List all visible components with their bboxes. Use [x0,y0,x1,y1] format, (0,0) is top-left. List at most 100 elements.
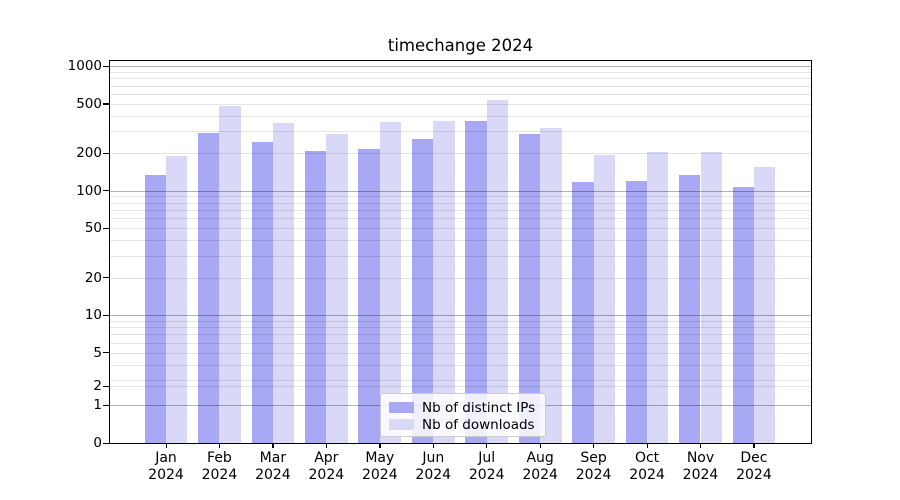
y-axis-tick-label: 20 [84,269,102,286]
y-axis-tick-label: 50 [84,220,102,237]
x-tick-mark [218,443,221,448]
gridline-minor [110,209,811,211]
x-tick-mark [753,443,755,448]
x-axis-label-month: Feb [207,450,232,466]
bar-downloads [326,133,348,443]
x-tick-mark [379,443,381,448]
y-tick-mark [103,152,109,155]
y-tick-mark [103,65,109,68]
gridline-major [110,190,811,192]
x-tick-mark [272,443,274,448]
gridline-minor [110,228,811,230]
bar-distinct-ips [732,186,754,443]
y-tick-mark [103,314,109,316]
y-tick-mark [103,404,109,406]
x-axis-label-month: May [365,450,395,466]
bar-downloads [272,123,295,443]
gridline-minor [110,131,811,133]
x-axis-label: Nov 2024 [671,450,731,484]
bar-downloads [219,106,241,443]
legend-label-downloads: Nb of downloads [422,416,535,433]
x-axis-label: Sep 2024 [564,450,624,484]
x-tick-mark [646,443,648,448]
legend-swatch-distinct-ips [389,402,414,413]
x-axis-label: Aug 2024 [510,450,570,484]
legend-swatch-downloads [389,419,414,430]
plot-area: Nb of distinct IPs Nb of downloads [109,60,812,444]
legend-row-distinct-ips: Nb of distinct IPs [389,399,537,416]
y-tick-mark [103,277,109,279]
bar-downloads [166,155,188,443]
bar-downloads [486,100,509,443]
x-axis-label-year: 2024 [148,467,184,483]
x-axis-label: Apr 2024 [296,450,356,484]
y-axis-tick-label: 2 [93,378,102,394]
legend-row-downloads: Nb of downloads [389,416,537,433]
gridline-minor [110,218,811,220]
bar-downloads [753,166,776,443]
x-axis-label-month: Oct [634,450,660,466]
y-tick-mark [103,385,109,387]
bar-distinct-ips [304,151,327,443]
gridline-minor [110,380,811,382]
gridline-minor [110,327,811,329]
y-axis-tick-label: 0 [93,435,102,451]
x-axis-label-year: 2024 [361,467,398,483]
gridline-minor [110,103,811,105]
y-axis-tick-label: 1 [93,397,102,413]
x-axis-label-month: Jul [478,450,496,466]
gridline-minor [110,277,811,279]
x-axis-label: Jun 2024 [403,450,463,484]
x-axis-label-year: 2024 [415,467,452,483]
y-axis-tick-label: 500 [76,95,102,112]
gridline-minor [110,364,811,366]
x-axis-label-year: 2024 [736,467,772,483]
y-axis-tick-label: 1000 [67,58,102,75]
bar-downloads [647,152,669,443]
x-axis-label-month: Jun [422,450,445,466]
legend: Nb of distinct IPs Nb of downloads [380,393,546,437]
gridline-minor [110,71,811,73]
x-axis-label-month: Mar [259,450,287,466]
gridline-minor [110,342,811,344]
gridline-minor [110,78,811,80]
bar-distinct-ips [518,134,541,443]
y-tick-mark [103,103,109,105]
bar-distinct-ips [625,181,648,443]
bar-distinct-ips [411,138,434,443]
x-tick-mark [539,443,541,448]
gridline-minor [110,115,811,117]
x-axis-label-year: 2024 [522,467,558,483]
gridline-major [110,66,811,68]
y-tick-mark [103,190,109,192]
bar-distinct-ips [572,181,594,443]
x-tick-mark [325,443,328,448]
y-axis-tick-label: 100 [76,182,102,199]
x-axis-label-month: Jan [155,450,177,466]
y-axis-tick-label: 200 [76,145,102,162]
x-axis-label-month: Sep [580,450,607,466]
gridline-minor [110,202,811,204]
y-tick-mark [103,352,109,354]
bar-distinct-ips [251,142,273,443]
y-tick-mark [103,227,109,229]
gridline-minor [110,196,811,198]
y-tick-mark [103,442,109,444]
y-axis-tick-label: 10 [84,307,102,324]
gridline-minor [110,320,811,322]
bar-distinct-ips [198,133,220,443]
x-tick-mark [700,443,702,448]
x-axis-label: Jan 2024 [136,450,196,484]
gridline-minor [110,240,811,242]
x-axis-label-year: 2024 [682,467,719,483]
gridline-major [110,315,811,317]
x-axis-label: Feb 2024 [189,450,249,484]
bar-distinct-ips [358,149,380,443]
bar-downloads [379,122,402,443]
gridline-minor [110,352,811,354]
bar-downloads [433,120,455,443]
x-axis-label: Mar 2024 [243,450,303,484]
x-axis-label-month: Aug [526,450,554,466]
gridline-minor [110,93,811,95]
